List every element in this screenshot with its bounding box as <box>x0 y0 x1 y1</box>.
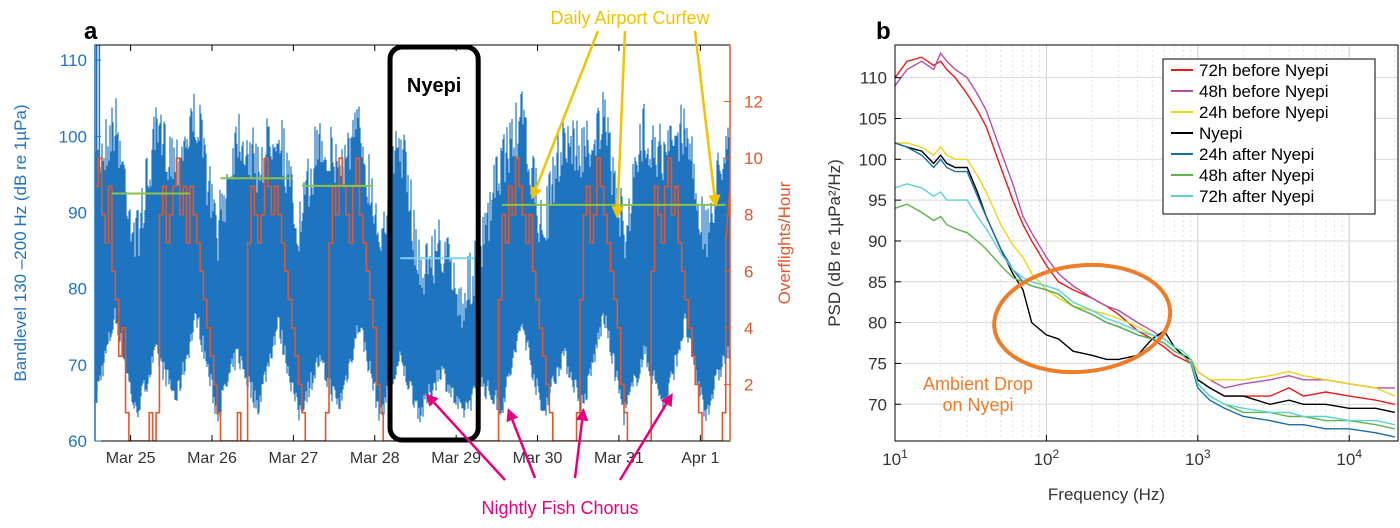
y-tick-label: 110 <box>60 51 87 70</box>
panel-b: 70 75 80 85 90 95 100 105 110 101 102 103 104 Frequen… <box>825 44 1399 504</box>
x-axis-label: Frequency (Hz) <box>1048 485 1165 504</box>
fish-chorus-arrow <box>425 393 506 481</box>
x-tick-label: Mar 25 <box>106 450 156 467</box>
overflights-series <box>95 157 730 441</box>
curfew-arrow <box>611 30 627 219</box>
fish-chorus-arrow <box>573 408 589 479</box>
y2-tick-label: 12 <box>744 93 763 112</box>
legend-entry: 72h after Nyepi <box>1199 187 1314 206</box>
y-axis-label: PSD (dB re 1µPa²/Hz) <box>825 159 844 327</box>
x-tick-label: Mar 28 <box>350 450 400 467</box>
panel-a-label: a <box>84 18 98 45</box>
y2-axis-label: Overflights/Hour <box>775 181 794 304</box>
y-tick-label: 110 <box>860 69 887 88</box>
y-tick-label: 60 <box>68 432 87 451</box>
legend-entry: 48h after Nyepi <box>1199 166 1314 185</box>
legend-entry: 72h before Nyepi <box>1199 61 1328 80</box>
y-tick-label: 90 <box>868 232 887 251</box>
nyepi-label: Nyepi <box>407 75 461 97</box>
legend-entry: 48h before Nyepi <box>1199 82 1328 101</box>
y-axis-label: Bandlevel 130 –200 Hz (dB re 1µPa) <box>11 104 30 381</box>
y-tick-label: 100 <box>859 150 887 169</box>
bandlevel-series <box>95 91 730 426</box>
y-tick-label: 70 <box>68 356 87 375</box>
x-tick-label: 104 <box>1336 447 1362 469</box>
psd-series <box>894 51 1395 389</box>
y-tick-label: 80 <box>68 280 87 299</box>
x-tick-label: Mar 26 <box>187 450 237 467</box>
nyepi-box <box>387 44 481 443</box>
y-tick-label: 105 <box>859 109 887 128</box>
y2-tick-label: 4 <box>744 319 753 338</box>
bandlevel-spike <box>95 45 101 403</box>
ambient-drop-ellipse <box>992 262 1173 375</box>
y-tick-label: 85 <box>868 273 887 292</box>
x-tick-label: Mar 27 <box>268 450 318 467</box>
legend-box <box>1162 58 1376 215</box>
fish-chorus-arrow <box>506 408 537 479</box>
x-tick-label: Mar 30 <box>513 450 563 467</box>
fish-chorus-arrow <box>618 393 673 481</box>
y2-tick-label: 2 <box>744 375 753 394</box>
panel-b-plot-area <box>894 51 1396 438</box>
y2-tick-label: 6 <box>744 262 753 281</box>
y-tick-label: 80 <box>868 314 887 333</box>
y2-tick-label: 8 <box>744 206 753 225</box>
x-tick-label: 101 <box>882 447 908 469</box>
curfew-arrow <box>530 30 600 200</box>
panel-a-plot-area <box>95 45 730 441</box>
ambient-drop-label: Ambient Drop <box>923 374 1033 394</box>
y-tick-label: 90 <box>68 204 87 223</box>
x-tick-label: Mar 29 <box>431 450 481 467</box>
legend: 72h before Nyepi 48h before Nyepi 24h befo… <box>1162 58 1376 215</box>
psd-series <box>894 142 1395 414</box>
legend-entry: 24h after Nyepi <box>1199 145 1314 164</box>
curfew-arrow <box>693 30 721 208</box>
psd-series <box>895 142 1396 397</box>
y-tick-label: 100 <box>59 127 87 146</box>
y-tick-label: 70 <box>868 395 887 414</box>
legend-entry: Nyepi <box>1199 124 1242 143</box>
fish-chorus-label: Nightly Fish Chorus <box>481 498 638 518</box>
y2-tick-label: 10 <box>744 149 763 168</box>
panel-b-label: b <box>876 18 891 45</box>
curfew-label: Daily Airport Curfew <box>550 8 710 28</box>
panel-a: Mar 25 Mar 26 Mar 27 Mar 28 Mar 29 Mar 30 Mar … <box>11 8 794 518</box>
psd-series <box>894 183 1395 426</box>
x-tick-label: Apr 1 <box>681 450 719 467</box>
y-tick-label: 75 <box>868 354 887 373</box>
ambient-drop-label: on Nyepi <box>942 395 1013 415</box>
y-tick-label: 95 <box>868 191 887 210</box>
panel-b-frame <box>894 44 1399 442</box>
x-tick-label: 102 <box>1034 447 1060 469</box>
legend-entry: 24h before Nyepi <box>1199 103 1328 122</box>
x-tick-label: 103 <box>1185 447 1211 469</box>
